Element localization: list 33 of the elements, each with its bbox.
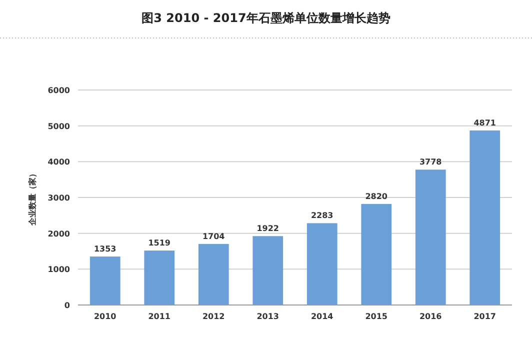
x-tick-label: 2010 xyxy=(94,312,117,321)
bar xyxy=(361,204,392,305)
y-tick-label: 3000 xyxy=(48,194,70,202)
bar xyxy=(470,130,500,305)
y-tick-label: 1000 xyxy=(48,265,70,274)
y-axis-title: 企业数量（家） xyxy=(27,170,37,226)
y-tick-label: 6000 xyxy=(48,86,70,95)
data-label: 1704 xyxy=(202,232,226,241)
y-tick-label: 5000 xyxy=(48,122,70,131)
bar xyxy=(90,256,120,305)
data-label: 1922 xyxy=(256,224,280,234)
data-label: 4871 xyxy=(474,118,496,128)
x-tick-label: 2011 xyxy=(148,312,171,321)
data-label: 2283 xyxy=(310,211,334,220)
data-label: 1353 xyxy=(94,244,116,254)
bar xyxy=(198,244,229,305)
bar xyxy=(306,223,338,305)
x-tick-label: 2012 xyxy=(202,312,225,321)
x-tick-label: 2017 xyxy=(474,312,496,321)
bar xyxy=(415,170,446,305)
y-tick-label: 4000 xyxy=(48,158,70,167)
bar xyxy=(144,250,175,305)
bar xyxy=(252,236,284,305)
data-label: 2820 xyxy=(365,192,388,201)
data-label: 1519 xyxy=(148,238,171,248)
x-tick-label: 2016 xyxy=(419,312,442,321)
chart-title: 图3 2010 - 2017年石墨烯单位数量增长趋势 xyxy=(142,11,390,25)
y-tick-label: 2000 xyxy=(48,229,70,238)
x-tick-label: 2013 xyxy=(256,312,280,321)
x-tick-label: 2015 xyxy=(365,312,388,321)
data-label: 3778 xyxy=(419,158,442,167)
x-tick-label: 2014 xyxy=(310,312,334,321)
y-tick-label: 0 xyxy=(64,301,70,310)
